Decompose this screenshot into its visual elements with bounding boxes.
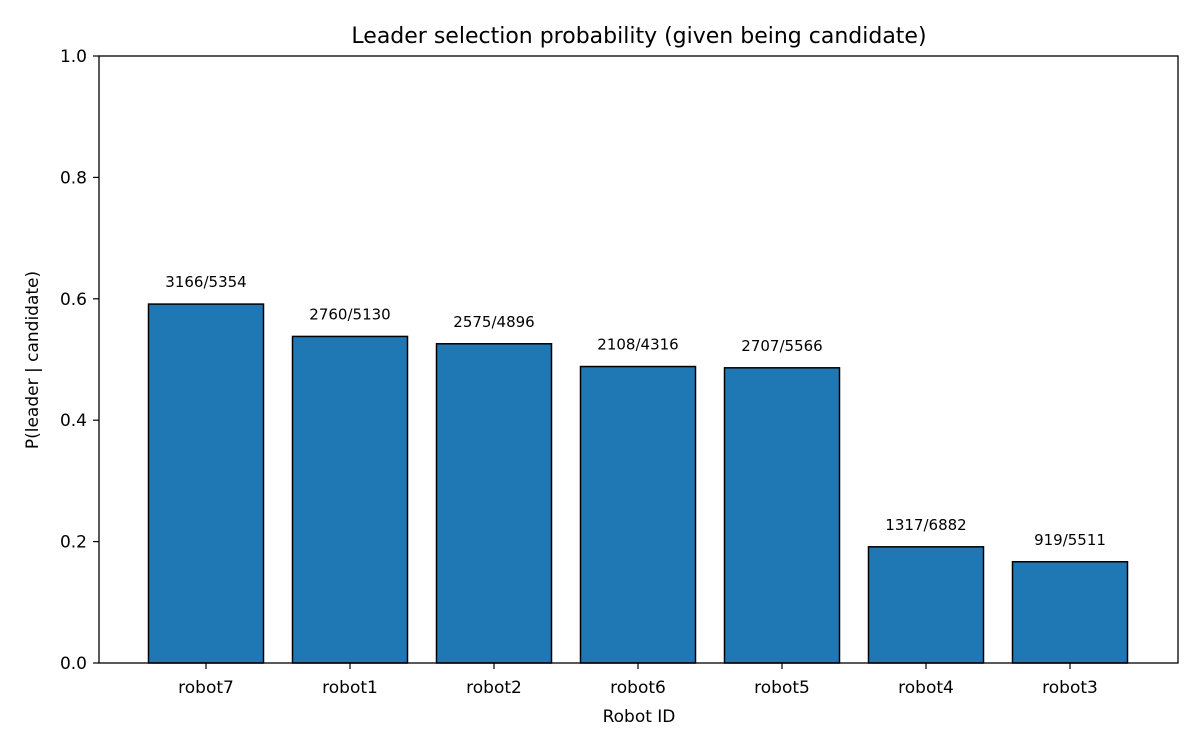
bar-robot7	[147, 303, 265, 664]
y-tick-label: 0.0	[60, 654, 87, 674]
data-label-robot4: 1317/6882	[885, 516, 966, 534]
x-tick-label-robot2: robot2	[466, 678, 522, 698]
chart-title: Leader selection probability (given bein…	[351, 24, 926, 49]
y-axis: 0.0 0.2 0.4 0.6 0.8 1.0	[60, 47, 99, 674]
x-tick-label-robot3: robot3	[1042, 678, 1098, 698]
x-tick-label-robot1: robot1	[322, 678, 378, 698]
bar-robot5	[723, 367, 841, 664]
y-tick-label: 0.4	[60, 411, 87, 431]
data-label-robot3: 919/5511	[1034, 531, 1106, 549]
bar-robot4	[867, 546, 985, 664]
bar-robot2	[435, 343, 553, 664]
x-tick-label-robot7: robot7	[178, 678, 234, 698]
bar-robot3	[1011, 561, 1129, 664]
y-axis-label: P(leader | candidate)	[23, 271, 43, 449]
x-tick-label-robot6: robot6	[610, 678, 666, 698]
bar-robot6	[579, 365, 697, 664]
bars-layer	[147, 303, 1129, 664]
data-label-robot2: 2575/4896	[453, 313, 534, 331]
bar-robot1	[291, 335, 409, 664]
y-tick-label: 0.2	[60, 533, 87, 553]
data-label-robot7: 3166/5354	[165, 273, 246, 291]
y-tick-label: 1.0	[60, 47, 87, 67]
plot-frame	[98, 55, 1179, 664]
data-labels-layer: 3166/5354 2760/5130 2575/4896 2108/4316 2707…	[165, 273, 1106, 549]
x-axis-label: Robot ID	[603, 707, 676, 727]
x-tick-label-robot4: robot4	[898, 678, 954, 698]
data-label-robot5: 2707/5566	[741, 337, 822, 355]
x-tick-label-robot5: robot5	[754, 678, 810, 698]
y-tick-label: 0.8	[60, 168, 87, 188]
y-tick-label: 0.6	[60, 290, 87, 310]
x-axis: robot7 robot1 robot2 robot6 robot5 robot4 robo…	[178, 663, 1098, 698]
data-label-robot6: 2108/4316	[597, 336, 678, 354]
data-label-robot1: 2760/5130	[309, 305, 390, 323]
